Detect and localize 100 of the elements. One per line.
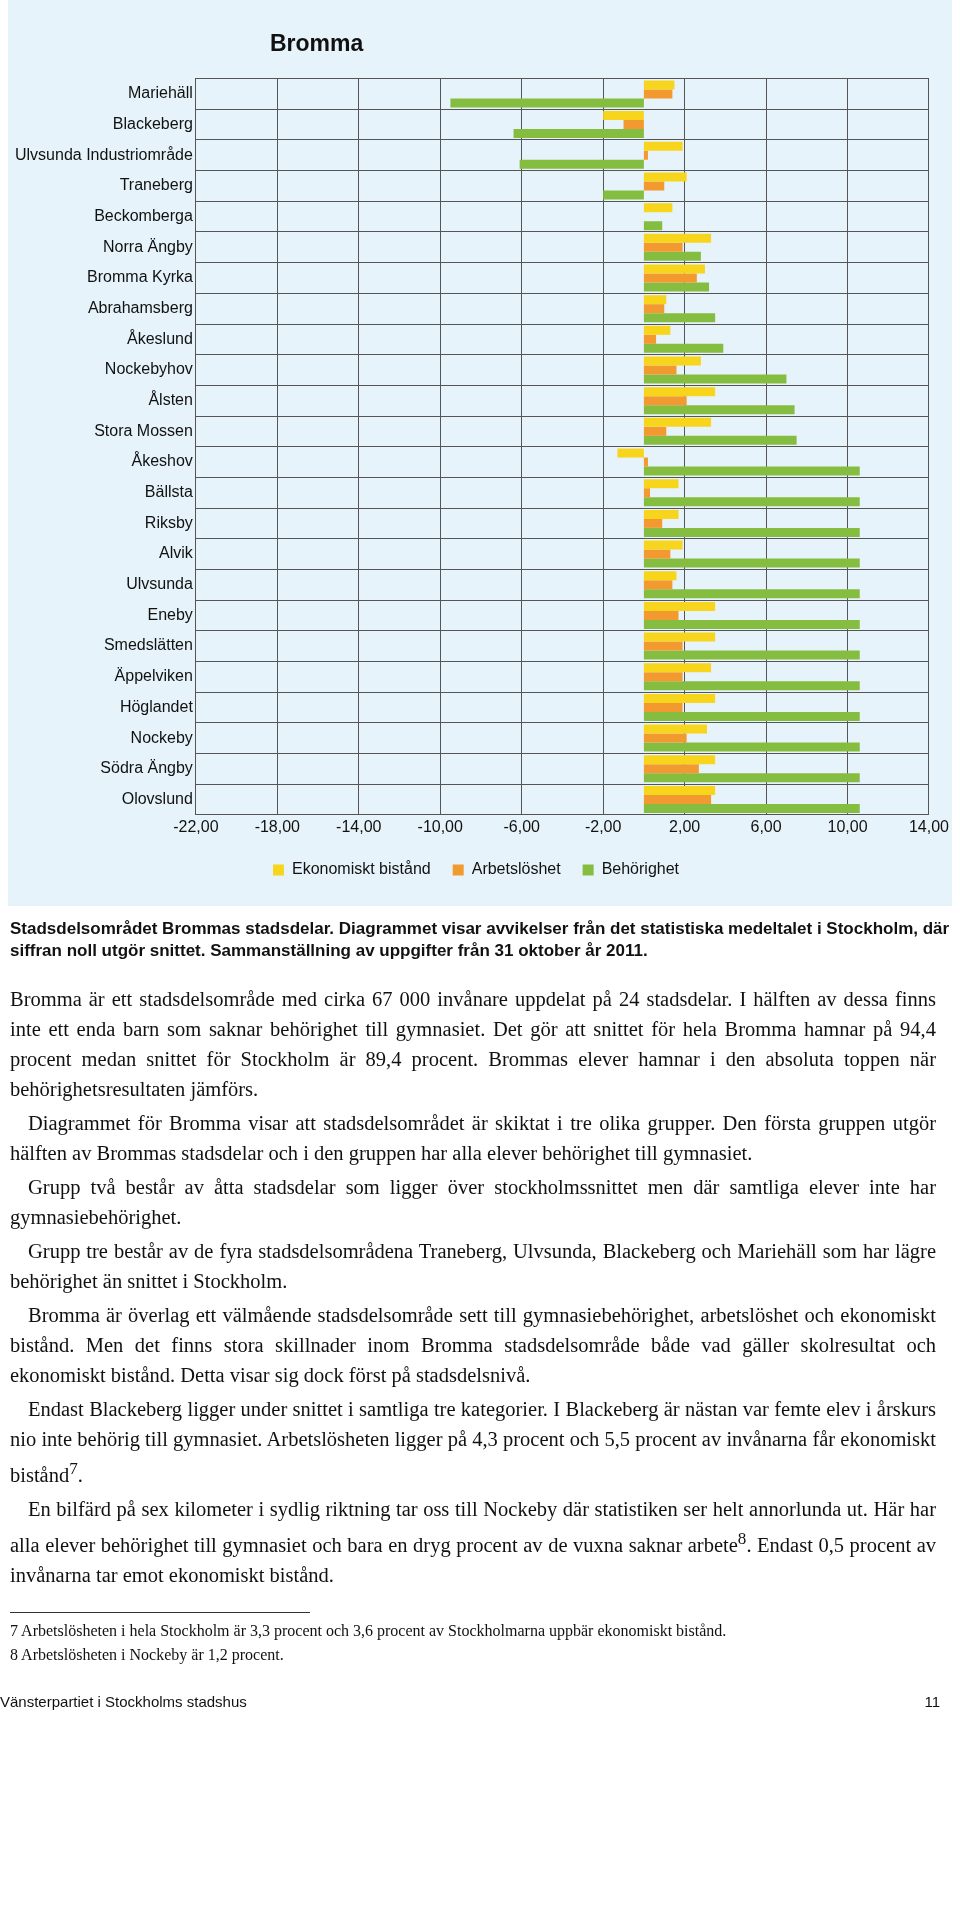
bar	[643, 435, 797, 445]
y-tick-label: Nockeby	[130, 728, 193, 746]
x-tick-label: -22,00	[173, 817, 219, 835]
legend-label: Ekonomiskt bistånd	[291, 860, 431, 878]
bar	[643, 304, 665, 314]
y-tick-label: Ålsten	[148, 390, 193, 409]
bar	[643, 282, 710, 292]
y-tick-label: Blackeberg	[112, 115, 193, 133]
bar	[643, 457, 648, 467]
bar	[643, 733, 687, 743]
bar	[643, 172, 687, 182]
bar	[643, 141, 683, 151]
y-tick-label: Stora Mossen	[94, 421, 193, 439]
x-tick-label: -6,00	[503, 817, 541, 835]
bar	[643, 295, 667, 305]
bar	[643, 619, 860, 629]
bar	[643, 365, 677, 375]
bar	[643, 589, 860, 599]
text: En bilfärd på sex kilometer i sydlig riktning tar oss till Nockeby där statistiken ser helt annorlunda ut. Här har alla elever behörighet till gymnasiet och bara en dryg procent av de vuxna saknar arbete$^{8}$. Endast 0,5 procent av invånarna tar emot ekonomiskt bistånd.	[10, 1497, 936, 1586]
bar	[643, 325, 671, 335]
x-tick-label: 14,00	[908, 817, 950, 835]
y-tick-label: Höglandet	[119, 697, 194, 715]
y-tick-label: Norra Ängby	[103, 237, 193, 255]
y-tick-label: Mariehäll	[127, 84, 193, 102]
bar	[643, 755, 716, 765]
y-tick-label: Bällsta	[144, 483, 193, 501]
text: 8 Arbetslösheten i Nockeby är 1,2 procent.	[10, 1644, 285, 1666]
bar	[643, 313, 716, 323]
text: Grupp tre består av de fyra stadsdelsområdena Traneberg, Ulvsunda, Blackeberg och Mariehäll som har lägre behörighet än snittet i Stockholm.	[10, 1239, 936, 1295]
x-tick-label: -10,00	[417, 817, 464, 835]
bar	[643, 641, 683, 651]
y-tick-label: Åkeshov	[131, 451, 193, 470]
bar	[643, 203, 673, 213]
bar	[643, 343, 724, 353]
bar	[643, 580, 673, 590]
bar	[643, 693, 716, 703]
bar	[623, 120, 644, 130]
bar	[643, 405, 795, 415]
bar	[643, 509, 679, 519]
y-tick-label: Nockebyhov	[104, 360, 193, 378]
bar	[643, 150, 648, 160]
bar	[603, 111, 644, 121]
bar	[643, 663, 712, 673]
bar	[643, 764, 699, 774]
bar	[643, 785, 716, 795]
bar	[643, 181, 665, 191]
text: Bromma är ett stadsdelsområde med cirka 67 000 invånare uppdelat på 24 stadsdelar. I hälften av dessa finns inte ett enda barn som saknar behörighet till gymnasiet. Det gör att snittet för hela Bromma hamnar på 94,4 procent medan snittet för Stockholm är 89,4 procent. Brommas elever hamnar i den absoluta toppen när behörighetsresultaten jämförs.	[10, 987, 936, 1103]
y-tick-label: Åkeslund	[127, 328, 193, 347]
bar	[643, 374, 787, 384]
bar	[643, 794, 712, 804]
bar	[643, 571, 677, 581]
bar	[643, 724, 708, 734]
bar	[643, 221, 663, 231]
text: Grupp två består av åtta stadsdelar som ligger över stockholmssnittet men där samtliga elever inte har gymnasiebehörighet.	[10, 1175, 936, 1231]
bar	[643, 711, 860, 721]
bar	[643, 610, 679, 620]
text: 11	[924, 1692, 940, 1710]
y-tick-label: Beckomberga	[94, 207, 193, 225]
bar	[643, 426, 667, 436]
y-tick-label: Ulvsunda Industriområde	[14, 145, 193, 163]
bar	[643, 356, 701, 366]
text: Vänsterpartiet i Stockholms stadshus	[0, 1692, 247, 1710]
bar	[513, 129, 644, 139]
x-tick-label: -14,00	[336, 817, 382, 835]
bar	[643, 242, 683, 252]
bar	[643, 518, 663, 528]
x-tick-label: -18,00	[254, 817, 301, 835]
y-tick-label: Smedslätten	[103, 636, 193, 654]
text: Bromma är överlag ett välmående stadsdelsområde sett till gymnasiebehörighet, arbetslöshet och ekonomiskt bistånd. Men det finns stora skillnader inom Bromma stadsdelsområde både vad gäller skolresultat och ekonomiskt bistånd. Detta visar sig dock först på stadsdelsnivå.	[10, 1303, 936, 1389]
y-tick-label: Riksby	[144, 513, 193, 531]
y-tick-label: Ulvsunda	[126, 575, 193, 593]
bar	[643, 387, 716, 397]
bar	[643, 89, 673, 99]
bar	[643, 466, 860, 476]
x-tick-label: 6,00	[750, 817, 782, 835]
chart-title: Bromma	[270, 30, 365, 58]
y-tick-label: Alvik	[159, 544, 194, 562]
text: 7 Arbetslösheten i hela Stockholm är 3,3 procent och 3,6 procent av Stockholmarna uppbär ekonomiskt bistånd.	[10, 1620, 727, 1642]
text: Stadsdelsområdet Brommas stadsdelar. Diagrammet visar avvikelser från det statistiska medeltalet i Stockholm, där siffran noll utgör snittet. Sammanställning av uppgifter från 31 oktober år 2011.	[10, 918, 950, 962]
bar	[643, 601, 716, 611]
bar	[643, 702, 683, 712]
bar	[643, 558, 860, 568]
y-tick-label: Abrahamsberg	[87, 299, 193, 317]
bar	[643, 650, 860, 660]
y-tick-label: Bromma Kyrka	[87, 268, 193, 286]
y-tick-label: Olovslund	[121, 789, 193, 807]
x-tick-label: 2,00	[669, 817, 701, 835]
bar	[643, 334, 657, 344]
bar	[643, 549, 671, 559]
text: Diagrammet för Bromma visar att stadsdelsområdet är skiktat i tre olika grupper. Den första gruppen utgör hälften av Brommas stadsdelar och i den gruppen har alla elever behörighet till gymnasiet.	[10, 1111, 936, 1167]
y-tick-label: Eneby	[147, 605, 193, 623]
bar	[643, 251, 701, 261]
bar	[643, 233, 712, 243]
bar	[643, 80, 675, 90]
bar	[643, 540, 683, 550]
bar	[643, 773, 860, 783]
bar	[643, 803, 860, 813]
bar	[603, 190, 644, 200]
bar	[643, 273, 697, 283]
bar	[643, 632, 716, 642]
